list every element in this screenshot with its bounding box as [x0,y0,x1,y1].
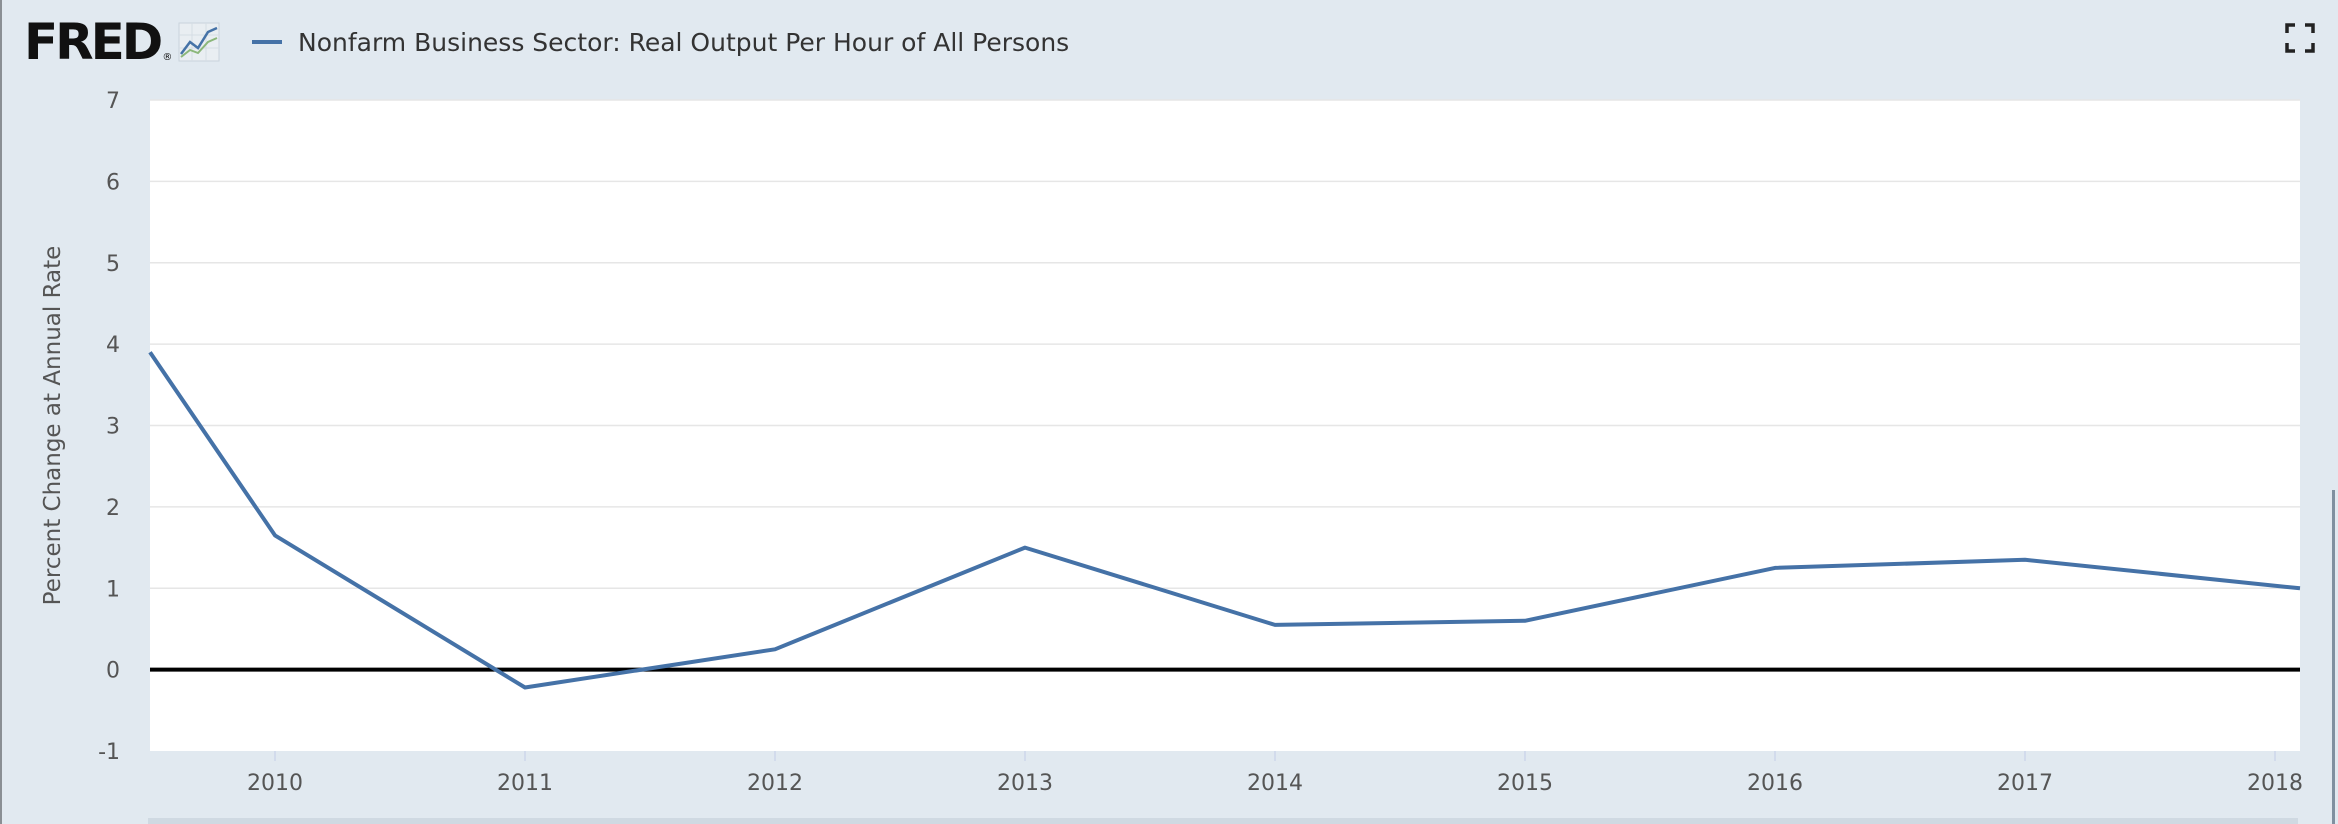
x-tick-label: 2013 [997,771,1053,796]
legend-series-label: Nonfarm Business Sector: Real Output Per… [298,27,1070,57]
line-chart-icon [178,22,220,62]
chart-header: FRED ® Nonfarm Business Sector: Real Out… [2,0,2338,84]
y-tick-label: 5 [106,252,120,277]
y-tick-label: 1 [106,577,120,602]
x-tick-label: 2015 [1497,771,1553,796]
x-tick-label: 2017 [1997,771,2053,796]
y-tick-label: 7 [106,89,120,114]
y-tick-label: 3 [106,415,120,440]
series-line-0[interactable] [148,351,2301,690]
x-tick-label: 2016 [1747,771,1803,796]
scrollbar-thumb[interactable] [2332,490,2335,824]
y-tick-label: 0 [106,659,120,684]
logo-text: FRED [24,13,163,71]
y-tick-label: 4 [106,333,120,358]
navigator-strip[interactable] [148,818,2298,824]
y-tick-label: -1 [98,740,120,765]
y-axis-label: Percent Change at Annual Rate [40,246,66,606]
x-tick-label: 2014 [1247,771,1303,796]
y-tick-label: 6 [106,170,120,195]
logo-registered-mark: ® [162,51,173,63]
x-tick-label: 2010 [247,771,303,796]
x-tick-label: 2018 [2247,771,2303,796]
y-tick-label: 2 [106,496,120,521]
legend-series-swatch [252,40,282,44]
x-tick-label: 2012 [747,771,803,796]
fred-logo[interactable]: FRED ® [24,12,220,72]
fullscreen-icon[interactable] [2284,22,2316,54]
chart-legend[interactable]: Nonfarm Business Sector: Real Output Per… [252,22,1069,62]
x-tick-label: 2011 [497,771,553,796]
